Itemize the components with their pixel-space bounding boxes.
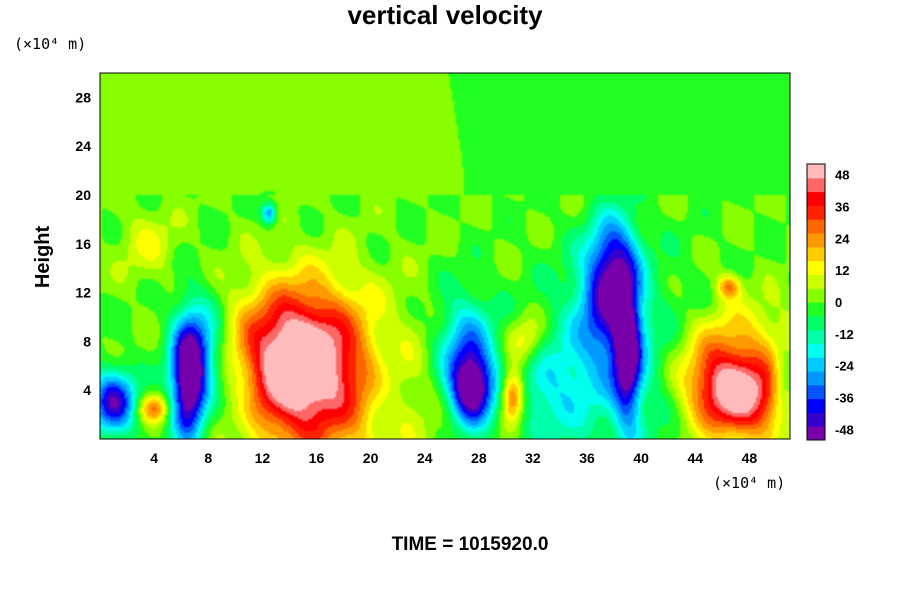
y-tick-label: 16 [75,236,91,252]
colorbar-band [807,288,825,303]
y-tick-label: 12 [75,285,91,301]
colorbar-band [807,384,825,400]
colorbar-bands [807,164,825,441]
colorbar-band [807,260,825,275]
plot-area [99,72,791,440]
colorbar-band [807,426,825,441]
x-unit-label: (×10⁴ m) [713,474,785,492]
x-tick-label: 20 [363,450,379,466]
x-tick-label: 36 [579,450,595,466]
colorbar-tick-label: 0 [835,295,842,310]
y-tick-label: 28 [75,89,91,105]
y-tick-label: 20 [75,187,91,203]
colorbar-frame [806,163,826,441]
colorbar-band [807,233,825,248]
colorbar-band [807,302,825,317]
x-axis-ticks: 4 8 12 16 20 24 28 32 36 40 44 48 [150,450,757,466]
colorbar-tick-label: 36 [835,199,849,214]
chart-title: vertical velocity [347,0,543,30]
colorbar-tick-label: -48 [835,422,854,437]
y-axis-ticks: 4 8 12 16 20 24 28 [75,89,91,398]
colorbar-band [807,357,825,372]
colorbar-tick-label: 12 [835,263,849,278]
colorbar-tick-label: -24 [835,359,855,374]
x-tick-label: 16 [309,450,325,466]
colorbar-band [807,371,825,386]
velocity-field [100,73,790,439]
x-tick-label: 12 [255,450,271,466]
colorbar-tick-label: -12 [835,327,854,342]
colorbar-ticks: 48 36 24 12 0 -12 -24 -36 -48 [835,168,855,438]
x-tick-label: 40 [633,450,649,466]
colorbar-tick-label: 24 [835,231,850,246]
colorbar-band [807,191,825,206]
x-tick-label: 44 [688,450,704,466]
x-tick-label: 32 [525,450,541,466]
colorbar-tick-label: 48 [835,168,849,183]
x-tick-label: 24 [417,450,433,466]
colorbar-band [807,412,825,427]
colorbar-band [807,219,825,234]
plot-frame [99,72,791,440]
colorbar-band [807,398,825,413]
x-tick-label: 28 [471,450,487,466]
y-axis-label: Height [32,226,54,289]
colorbar-band [807,246,825,262]
x-tick-label: 4 [150,450,158,466]
colorbar-band [807,274,825,289]
colorbar-band [807,315,825,331]
y-unit-label: (×10⁴ m) [14,35,86,53]
colorbar-band [807,343,825,358]
y-tick-label: 8 [83,333,91,349]
x-tick-label: 48 [742,450,758,466]
colorbar-tick-label: -36 [835,391,854,406]
colorbar-band [807,164,825,179]
time-label: TIME = 1015920.0 [392,534,549,555]
colorbar-band [807,177,825,193]
y-tick-label: 24 [75,138,91,154]
y-tick-label: 4 [83,382,91,398]
x-tick-label: 8 [204,450,212,466]
colorbar-band [807,205,825,220]
colorbar-band [807,329,825,344]
colorbar: 48 36 24 12 0 -12 -24 -36 -48 [806,163,855,441]
